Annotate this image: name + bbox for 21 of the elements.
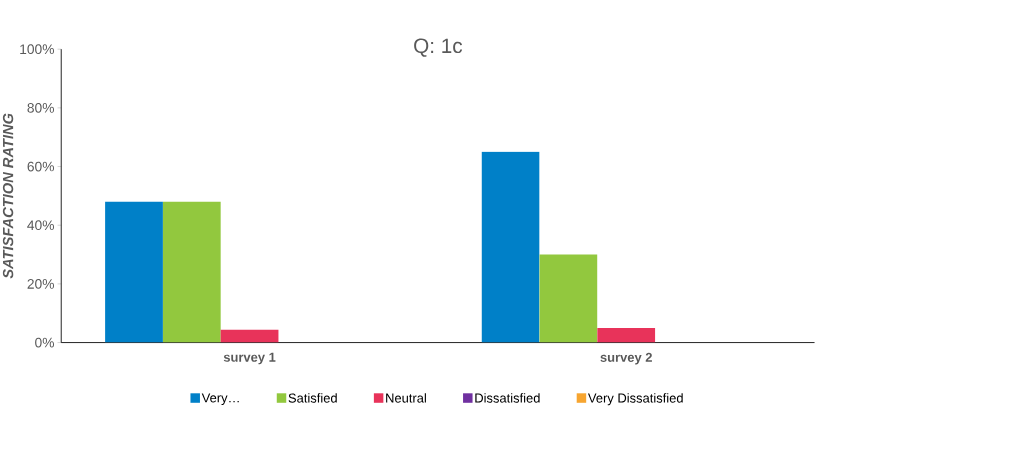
bar bbox=[597, 328, 656, 343]
y-tick-label: 40% bbox=[27, 220, 55, 231]
y-tick-label: 80% bbox=[27, 103, 55, 113]
legend-label: Very… bbox=[201, 393, 239, 406]
legend-label: Satisfied bbox=[288, 393, 337, 403]
bar bbox=[105, 201, 163, 343]
bar bbox=[220, 329, 279, 343]
y-tick-label: 100% bbox=[20, 44, 54, 55]
bar bbox=[481, 151, 540, 343]
bar bbox=[539, 254, 598, 343]
chart-title: Q: 1c bbox=[414, 38, 463, 57]
y-tick-label: 60% bbox=[27, 161, 55, 172]
legend-label: Neutral bbox=[386, 393, 426, 403]
y-tick-label: 0% bbox=[35, 337, 55, 348]
x-tick-label: survey 2 bbox=[600, 352, 652, 365]
legend-label: Very Dissatisfied bbox=[587, 393, 683, 406]
y-tick-label: 20% bbox=[27, 279, 55, 289]
x-tick-label: survey 1 bbox=[223, 352, 276, 365]
y-axis-title: SATISFACTION RATING bbox=[2, 113, 14, 279]
legend-label: Dissatisfied bbox=[475, 393, 540, 403]
bar bbox=[162, 201, 221, 343]
